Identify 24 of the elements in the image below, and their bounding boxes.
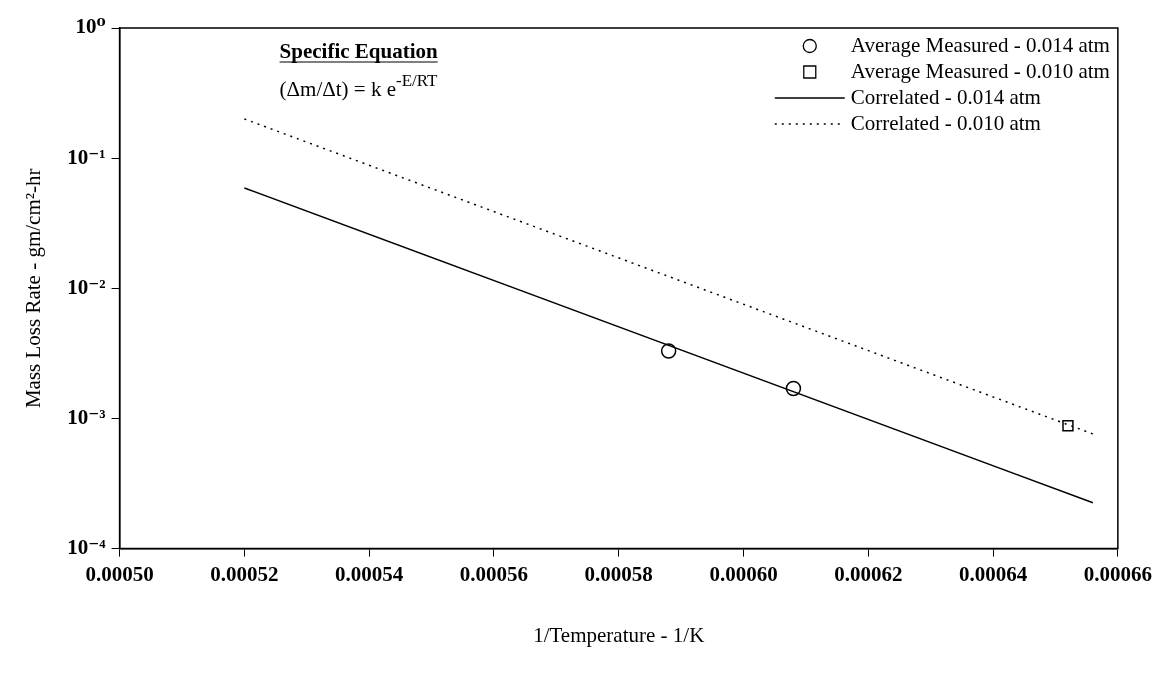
x-tick-label: 0.00058 [584,561,653,586]
y-axis-title: Mass Loss Rate - gm/cm²-hr [21,168,46,409]
legend-label: Average Measured - 0.014 atm [850,32,1110,57]
point [1062,419,1074,432]
y-tick-label: 10⁻¹ [67,144,106,169]
legend-label: Average Measured - 0.010 atm [850,58,1110,83]
y-tick-label: 10⁻⁴ [67,535,107,560]
y-tick-label: 10⁻³ [67,404,106,429]
y-tick-label: 10⁰ [75,14,106,39]
x-tick-label: 0.00064 [958,561,1028,586]
point [660,343,677,359]
x-tick-label: 0.00060 [709,561,778,586]
x-tick-label: 0.00066 [1083,561,1152,586]
point [785,380,802,397]
x-tick-label: 0.00052 [210,561,279,586]
x-tick-label: 0.00054 [335,561,404,586]
legend-label: Correlated - 0.010 atm [850,110,1041,135]
x-tick-label: 0.00062 [834,561,903,586]
annotation: Specific Equation [279,39,439,63]
x-tick-label: 0.00050 [85,561,154,586]
y-tick-label: 10⁻² [67,274,106,299]
legend-label: Correlated - 0.014 atm [850,84,1041,109]
x-axis-title: 1/Temperature - 1/K [533,622,705,647]
x-tick-label: 0.00056 [459,561,529,586]
